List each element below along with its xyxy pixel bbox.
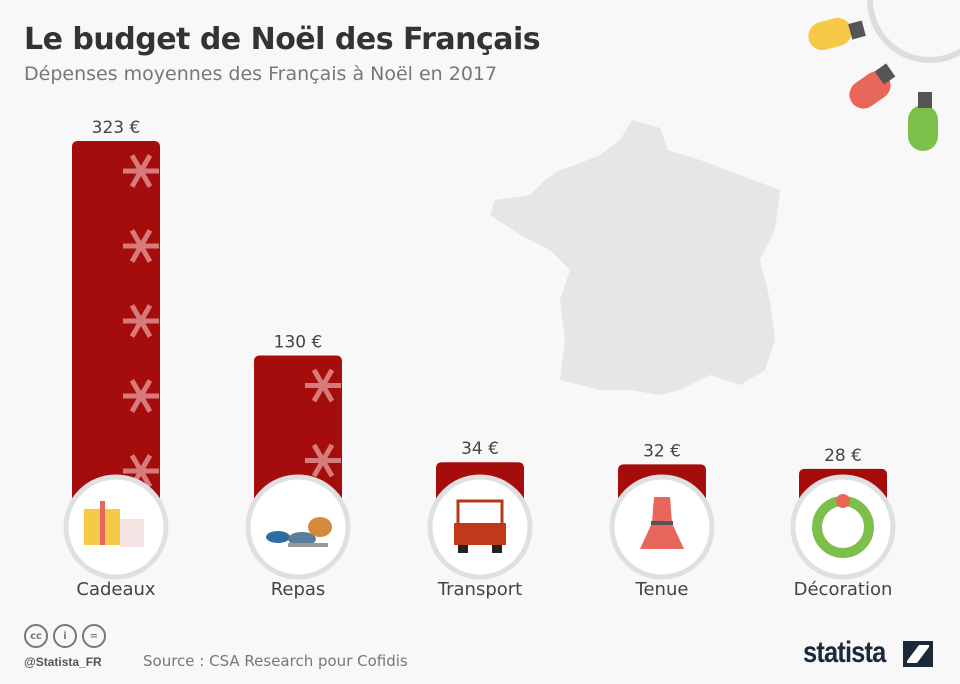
bar-group-transport: 34 € Transport	[427, 439, 533, 600]
gift-icon	[84, 501, 144, 547]
data-label: 28 €	[824, 446, 862, 466]
bar	[72, 141, 160, 500]
dress-icon	[640, 497, 684, 549]
by-icon: i	[53, 624, 77, 648]
car-icon	[454, 499, 506, 553]
source-text: Source : CSA Research pour Cofidis	[143, 652, 408, 670]
wreath-bow	[836, 494, 850, 508]
bowl	[266, 531, 290, 543]
bar-group-tenue: 32 € Tenue	[609, 441, 715, 600]
snowflake-icon	[305, 368, 341, 403]
bar-group-cadeaux: 323 € Cadeaux	[63, 118, 169, 600]
chicken	[308, 517, 332, 537]
data-label: 130 €	[274, 333, 323, 353]
car-body	[454, 523, 506, 545]
wreath-icon	[812, 494, 874, 558]
christmas-lights-decoration	[808, 0, 960, 151]
snowflake-icon	[123, 304, 159, 338]
france-map	[490, 120, 780, 395]
category-label: Repas	[271, 579, 326, 600]
car-windshield	[456, 499, 504, 527]
chart-subtitle: Dépenses moyennes des Français à Noël en…	[24, 63, 498, 85]
car-wheel	[492, 545, 502, 553]
snowflake-icon	[123, 379, 159, 413]
snowflake-arm	[129, 304, 153, 338]
snowflake-icon	[123, 229, 159, 263]
data-label: 323 €	[92, 118, 141, 138]
bar-group-décoration: 28 € Décoration	[790, 446, 896, 600]
chart-title: Le budget de Noël des Français	[24, 22, 541, 57]
snowflake-arm	[129, 229, 153, 263]
statista-handle: @Statista_FR	[24, 655, 102, 669]
category-icon-circle	[245, 474, 351, 580]
dress-belt	[651, 521, 673, 525]
bar-group-repas: 130 € Repas	[245, 333, 351, 600]
snowflake-arm	[311, 368, 335, 403]
statista-logo: statista	[803, 636, 886, 669]
fish	[288, 532, 316, 546]
category-label: Transport	[437, 579, 522, 600]
cc-icon: cc	[24, 624, 48, 648]
statista-logo-icon	[903, 641, 933, 667]
license-icons: cc i =	[24, 624, 106, 648]
category-label: Cadeaux	[76, 579, 156, 600]
category-label: Décoration	[794, 579, 893, 600]
gift-bag	[120, 519, 144, 547]
data-label: 32 €	[643, 441, 681, 461]
data-label: 34 €	[461, 439, 499, 459]
car-wheel	[458, 545, 468, 553]
category-label: Tenue	[635, 579, 689, 600]
category-icon-circle	[790, 474, 896, 580]
snowflake-arm	[311, 443, 335, 478]
snowflake-icon	[305, 443, 341, 478]
meal-icon	[266, 517, 332, 547]
gift-ribbon	[100, 501, 105, 545]
snowflake-arm	[129, 154, 153, 188]
plate	[288, 543, 328, 547]
nd-icon: =	[82, 624, 106, 648]
snowflake-arm	[129, 379, 153, 413]
snowflake-icon	[123, 154, 159, 188]
